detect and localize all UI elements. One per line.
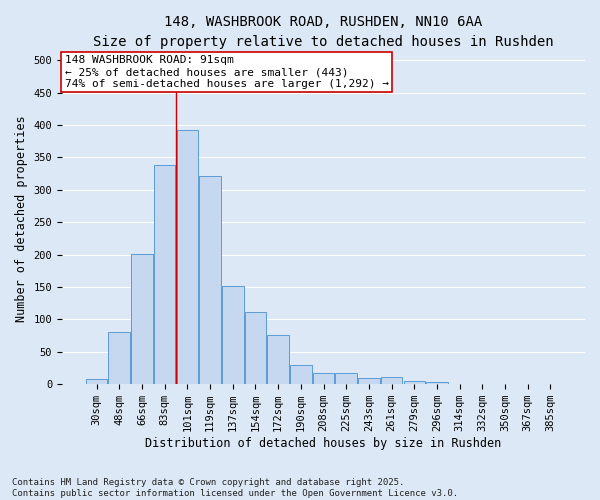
Bar: [335, 372, 357, 384]
Bar: [222, 286, 244, 384]
Y-axis label: Number of detached properties: Number of detached properties: [15, 116, 28, 322]
Text: 148 WASHBROOK ROAD: 91sqm
← 25% of detached houses are smaller (443)
74% of semi: 148 WASHBROOK ROAD: 91sqm ← 25% of detac…: [65, 56, 389, 88]
Bar: [199, 176, 221, 384]
Bar: [154, 166, 175, 384]
Bar: [426, 382, 448, 384]
Bar: [176, 130, 198, 384]
Bar: [131, 254, 153, 384]
Bar: [109, 332, 130, 384]
Bar: [86, 379, 107, 384]
Bar: [358, 378, 380, 384]
Bar: [245, 312, 266, 384]
Text: Contains HM Land Registry data © Crown copyright and database right 2025.
Contai: Contains HM Land Registry data © Crown c…: [12, 478, 458, 498]
Bar: [313, 373, 334, 384]
Bar: [290, 365, 311, 384]
Bar: [381, 377, 403, 384]
Bar: [404, 381, 425, 384]
Title: 148, WASHBROOK ROAD, RUSHDEN, NN10 6AA
Size of property relative to detached hou: 148, WASHBROOK ROAD, RUSHDEN, NN10 6AA S…: [93, 15, 554, 48]
Bar: [268, 335, 289, 384]
X-axis label: Distribution of detached houses by size in Rushden: Distribution of detached houses by size …: [145, 437, 502, 450]
